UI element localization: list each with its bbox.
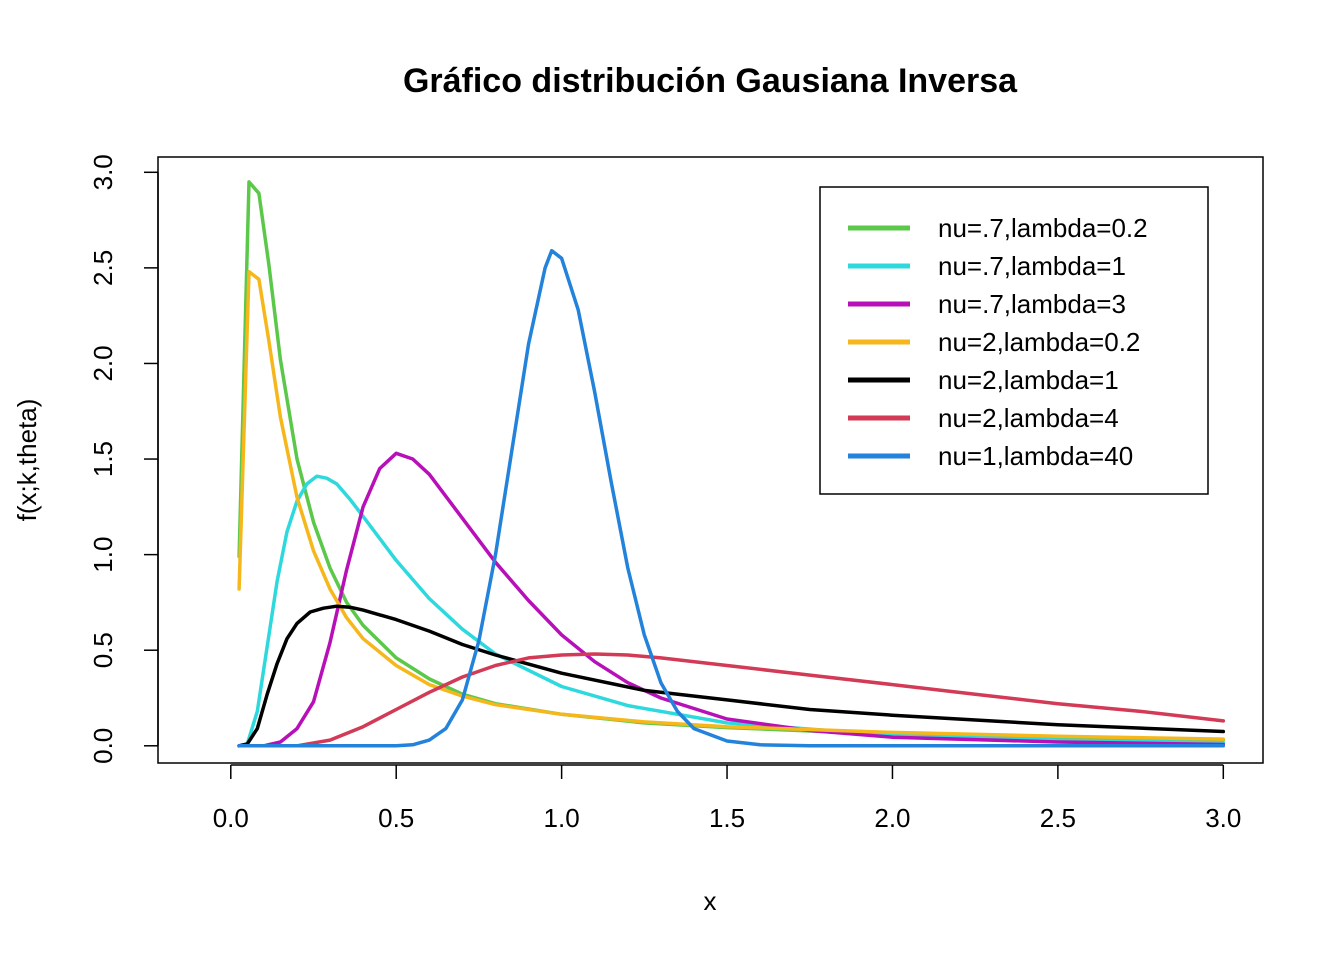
legend-label: nu=2,lambda=0.2: [938, 327, 1140, 357]
legend-label: nu=.7,lambda=3: [938, 289, 1126, 319]
y-axis: 0.0 0.5 1.0 1.5 2.0 2.5 3.0: [88, 154, 159, 764]
x-tick-label: 1.5: [709, 803, 745, 833]
y-tick-label: 1.5: [88, 441, 118, 477]
x-axis: 0.0 0.5 1.0 1.5 2.0 2.5 3.0: [213, 764, 1241, 833]
x-tick-label: 1.0: [544, 803, 580, 833]
x-tick-label: 3.0: [1205, 803, 1241, 833]
x-tick-label: 0.5: [378, 803, 414, 833]
chart-title: Gráfico distribución Gausiana Inversa: [403, 62, 1018, 100]
curves: [237, 180, 1226, 748]
x-axis-label: x: [704, 886, 717, 916]
legend-label: nu=.7,lambda=1: [938, 251, 1126, 281]
y-tick-label: 3.0: [88, 154, 118, 190]
legend-label: nu=2,lambda=1: [938, 365, 1119, 395]
series-line-nu-2-lambda-1: [237, 604, 1226, 748]
y-tick-label: 2.0: [88, 345, 118, 381]
y-tick-label: 0.0: [88, 728, 118, 764]
legend: nu=.7,lambda=0.2 nu=.7,lambda=1 nu=.7,lamb…: [819, 186, 1209, 495]
y-tick-label: 0.5: [88, 632, 118, 668]
series-line-nu-2-lambda-4: [237, 652, 1226, 748]
legend-label: nu=1,lambda=40: [938, 441, 1133, 471]
x-tick-label: 2.5: [1040, 803, 1076, 833]
x-tick-label: 0.0: [213, 803, 249, 833]
series-line-nu-2-lambda-0-2: [237, 269, 1226, 741]
y-axis-label: f(x;k,theta): [12, 399, 42, 522]
legend-label: nu=.7,lambda=0.2: [938, 213, 1148, 243]
series-line-nu-7-lambda-3: [237, 451, 1226, 748]
y-tick-label: 2.5: [88, 250, 118, 286]
series-line-nu-7-lambda-1: [237, 474, 1226, 748]
legend-label: nu=2,lambda=4: [938, 403, 1119, 433]
y-tick-label: 1.0: [88, 537, 118, 573]
series-line-nu-1-lambda-40: [237, 248, 1226, 748]
x-tick-label: 2.0: [874, 803, 910, 833]
